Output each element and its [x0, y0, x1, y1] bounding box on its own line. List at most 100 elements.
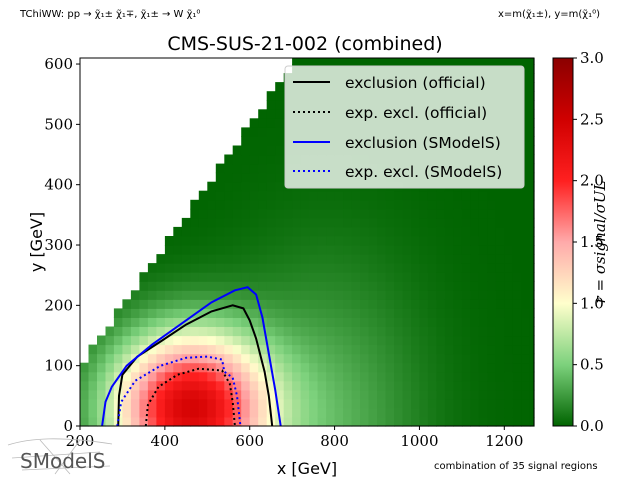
- heatmap-cell: [147, 417, 157, 427]
- heatmap-cell: [309, 263, 319, 273]
- heatmap-cell: [224, 362, 234, 373]
- heatmap-cell: [504, 353, 514, 364]
- heatmap-cell: [351, 226, 361, 237]
- heatmap-cell: [504, 236, 514, 246]
- heatmap-cell: [88, 389, 98, 400]
- heatmap-cell: [436, 380, 446, 391]
- heatmap-cell: [334, 317, 344, 327]
- heatmap-cell: [521, 190, 531, 201]
- heatmap-cell: [224, 308, 234, 318]
- heatmap-cell: [215, 407, 225, 418]
- heatmap-cell: [292, 281, 302, 291]
- heatmap-cell: [453, 272, 463, 282]
- heatmap-cell: [309, 407, 319, 418]
- heatmap-cell: [283, 299, 293, 309]
- heatmap-cell: [173, 335, 183, 346]
- y-tick-label: 300: [44, 236, 73, 254]
- heatmap-cell: [224, 181, 234, 192]
- heatmap-cell: [190, 407, 200, 418]
- heatmap-cell: [377, 326, 387, 337]
- heatmap-cell: [97, 344, 107, 355]
- heatmap-cell: [249, 181, 259, 192]
- heatmap-cell: [478, 398, 488, 409]
- heatmap-cell: [80, 398, 90, 409]
- heatmap-cell: [300, 326, 310, 337]
- heatmap-cell: [343, 299, 353, 309]
- heatmap-cell: [275, 236, 285, 246]
- heatmap-cell: [427, 326, 437, 337]
- heatmap-cell: [351, 290, 361, 300]
- heatmap-cell: [198, 380, 208, 391]
- heatmap-cell: [122, 417, 132, 427]
- heatmap-cell: [164, 389, 174, 400]
- heatmap-cell: [394, 308, 404, 318]
- heatmap-cell: [198, 272, 208, 282]
- heatmap-cell: [292, 308, 302, 318]
- heatmap-cell: [249, 263, 259, 273]
- heatmap-cell: [411, 217, 421, 228]
- heatmap-cell: [266, 272, 276, 282]
- heatmap-cell: [419, 326, 429, 337]
- heatmap-cell: [241, 199, 251, 210]
- heatmap-cell: [334, 245, 344, 255]
- heatmap-cell: [207, 380, 217, 391]
- heatmap-cell: [334, 353, 344, 364]
- heatmap-cell: [351, 417, 361, 427]
- heatmap-cell: [402, 326, 412, 337]
- colorbar-tick-label: 0.5: [580, 356, 604, 374]
- heatmap-cell: [402, 190, 412, 201]
- heatmap-cell: [512, 398, 522, 409]
- heatmap-cell: [258, 254, 268, 264]
- heatmap-cell: [495, 344, 505, 355]
- heatmap-cell: [521, 389, 531, 400]
- heatmap-cell: [402, 371, 412, 382]
- heatmap-cell: [351, 389, 361, 400]
- heatmap-cell: [470, 362, 480, 373]
- heatmap-cell: [402, 58, 412, 65]
- heatmap-cell: [495, 58, 505, 65]
- heatmap-cell: [207, 281, 217, 291]
- heatmap-cell: [444, 344, 454, 355]
- heatmap-cell: [419, 380, 429, 391]
- heatmap-cell: [275, 407, 285, 418]
- heatmap-cell: [97, 353, 107, 364]
- heatmap-cell: [207, 362, 217, 373]
- heatmap-cell: [495, 335, 505, 346]
- heatmap-cell: [215, 335, 225, 346]
- heatmap-cell: [343, 272, 353, 282]
- heatmap-cell: [326, 272, 336, 282]
- heatmap-cell: [521, 254, 531, 264]
- heatmap-cell: [512, 389, 522, 400]
- heatmap-cell: [334, 308, 344, 318]
- heatmap-cell: [351, 398, 361, 409]
- heatmap-cell: [419, 199, 429, 210]
- colorbar-tick-label: 3.0: [580, 49, 604, 67]
- x-tick-label: 1000: [400, 432, 438, 450]
- heatmap-cell: [334, 272, 344, 282]
- heatmap-cell: [478, 290, 488, 300]
- heatmap-cell: [266, 335, 276, 346]
- heatmap-cell: [461, 398, 471, 409]
- heatmap-cell: [411, 208, 421, 219]
- heatmap-cell: [512, 290, 522, 300]
- heatmap-cell: [326, 199, 336, 210]
- heatmap-cell: [266, 263, 276, 273]
- heatmap-cell: [521, 226, 531, 237]
- heatmap-cell: [427, 407, 437, 418]
- heatmap-cell: [241, 335, 251, 346]
- heatmap-cell: [453, 236, 463, 246]
- heatmap-cell: [436, 417, 446, 427]
- heatmap-cell: [351, 190, 361, 201]
- heatmap-cell: [139, 371, 149, 382]
- heatmap-cell: [394, 236, 404, 246]
- heatmap-cell: [351, 236, 361, 246]
- heatmap-cell: [521, 326, 531, 337]
- heatmap-cell: [461, 290, 471, 300]
- heatmap-cell: [402, 308, 412, 318]
- heatmap-cell: [156, 362, 166, 373]
- heatmap-cell: [190, 417, 200, 427]
- heatmap-cell: [360, 281, 370, 291]
- legend: exclusion (official) exp. excl. (officia…: [284, 65, 525, 189]
- heatmap-cell: [436, 217, 446, 228]
